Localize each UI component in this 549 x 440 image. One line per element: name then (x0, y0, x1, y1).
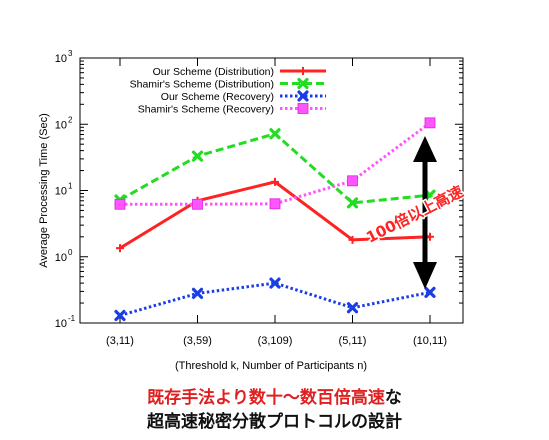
legend-label: Shamir's Scheme (Recovery) (138, 104, 274, 116)
caption-line-2: 超高速秘密分散プロトコルの設計 (147, 412, 402, 432)
data-point (116, 244, 124, 253)
data-point (269, 277, 281, 289)
series-3 (114, 117, 436, 210)
x-tick-label: (3,59) (183, 335, 212, 347)
series-line (119, 281, 431, 317)
x-axis: (3,11) (3,59) (3,109) (5,11) (10,11) (106, 58, 447, 347)
y-tick-exponent: 0 (68, 248, 73, 257)
data-point (192, 198, 203, 210)
series-1 (114, 128, 436, 209)
x-tick-label: (10,11) (413, 335, 447, 347)
caption-suffix: な (384, 388, 402, 408)
data-point (424, 117, 436, 129)
y-tick-label: 10 (55, 186, 67, 198)
series-0 (116, 177, 434, 253)
legend: Our Scheme (Distribution)Shamir's Scheme… (130, 66, 326, 116)
y-tick-label: 10 (55, 119, 67, 131)
y-tick-exponent: 1 (68, 182, 73, 191)
data-point (269, 128, 281, 140)
y-tick-label: 10 (55, 252, 67, 264)
data-point (114, 309, 126, 322)
legend-label: Shamir's Scheme (Distribution) (130, 79, 274, 91)
legend-marker (297, 90, 309, 102)
data-point (346, 302, 359, 314)
data-point (269, 198, 281, 210)
legend-marker (297, 77, 309, 90)
y-tick-exponent: 2 (68, 115, 73, 124)
series-2 (114, 277, 436, 322)
data-point (348, 235, 357, 244)
double-arrow (413, 136, 437, 289)
caption-line-1: 既存手法より数十～数百倍高速な (0, 386, 549, 410)
legend-marker (299, 67, 307, 75)
series-line (119, 132, 431, 205)
y-tick-label: 10 (55, 53, 67, 65)
legend-marker (297, 103, 309, 114)
x-tick-label: (5,11) (339, 335, 367, 347)
x-axis-label: (Threshold k, Number of Participants n) (175, 360, 367, 372)
data-point (191, 287, 204, 299)
y-tick-exponent: -1 (68, 314, 76, 323)
legend-label: Our Scheme (Recovery) (161, 91, 274, 103)
data-point (271, 177, 279, 186)
caption-highlight: 既存手法より数十～数百倍高速 (147, 388, 385, 408)
x-tick-label: (3,11) (106, 335, 134, 347)
data-point (424, 286, 436, 298)
caption: 既存手法より数十～数百倍高速な 超高速秘密分散プロトコルの設計 (0, 386, 549, 434)
y-tick-label: 10 (55, 318, 67, 330)
data-point (191, 150, 204, 162)
legend-label: Our Scheme (Distribution) (153, 66, 274, 78)
data-point (114, 198, 126, 210)
y-axis-label: Average Processing Time (Sec) (38, 113, 50, 267)
x-tick-label: (3,109) (258, 335, 293, 347)
data-point (347, 175, 358, 187)
data-point (346, 197, 359, 209)
y-tick-exponent: 3 (68, 49, 73, 58)
